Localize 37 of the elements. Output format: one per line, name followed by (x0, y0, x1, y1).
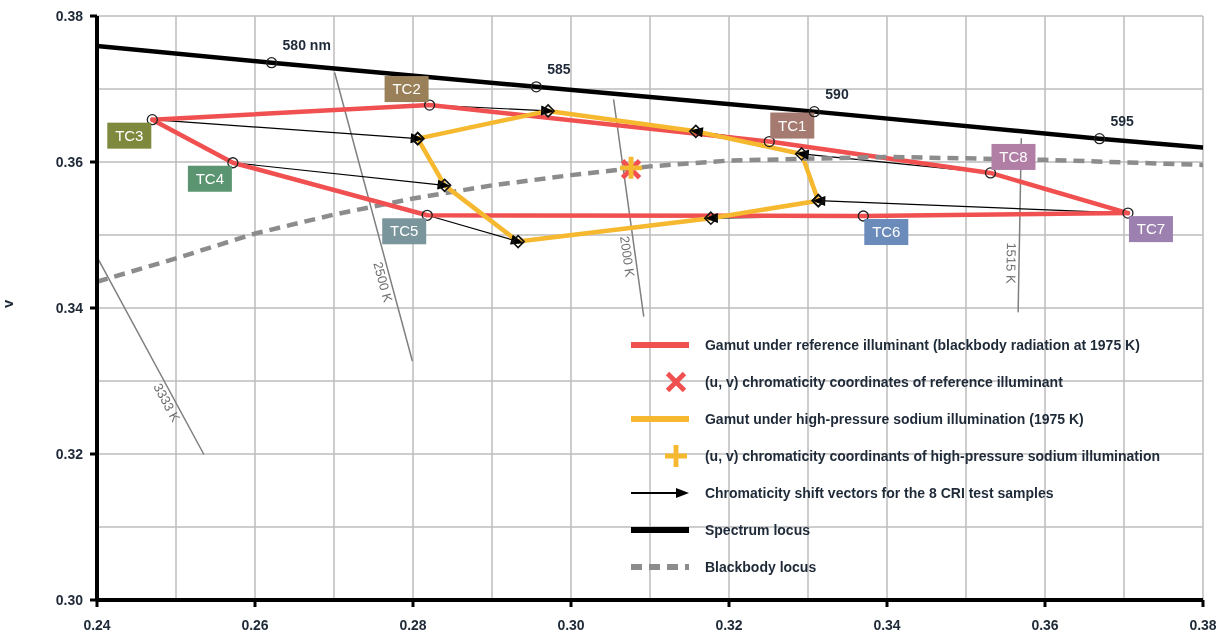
y-tick-label: 0.38 (55, 8, 84, 24)
x-tick-label: 0.24 (83, 617, 111, 633)
y-tick-label: 0.34 (55, 300, 84, 316)
annotation: 585 (547, 60, 571, 77)
y-tick-label: 0.32 (55, 446, 84, 462)
data-label: TC5 (390, 222, 419, 240)
text: 3333 K (150, 380, 184, 425)
legend-label: Chromaticity shift vectors for the 8 CRI test samples (704, 484, 1054, 501)
y-axis-title: v (0, 299, 17, 308)
x-tick-label: 0.32 (715, 617, 743, 633)
data-label: TC6 (872, 223, 901, 241)
text: 2000 K (617, 235, 638, 279)
y-tick-label: 0.36 (55, 154, 84, 170)
legend-label: Gamut under reference illuminant (blackbody radiation at 1975 K) (704, 336, 1140, 353)
data-label: TC1 (778, 116, 807, 134)
x-tick-label: 0.26 (241, 617, 269, 633)
data-label: TC8 (999, 147, 1028, 165)
annotation: 590 (825, 85, 849, 102)
data-label: TC3 (115, 126, 144, 144)
legend-label: (u, v) chromaticity coordinants of high-pressure sodium illumination (704, 447, 1160, 464)
y-tick-label: 0.30 (55, 592, 84, 608)
data-label: TC2 (392, 80, 421, 98)
text: 2500 K (370, 260, 396, 305)
legend-label: (u, v) chromaticity coordinates of reference illuminant (704, 373, 1063, 390)
x-tick-label: 0.30 (557, 617, 585, 633)
x-tick-label: 0.34 (873, 617, 901, 633)
annotation: 595 (1110, 112, 1135, 129)
x-tick-label: 0.28 (399, 617, 427, 633)
x-tick-label: 0.38 (1189, 617, 1217, 633)
legend-label: Gamut under high-pressure sodium illumination (1975 K) (704, 410, 1084, 427)
annotation: 580 nm (282, 36, 331, 53)
x-tick-label: 0.36 (1031, 617, 1059, 633)
legend-label: Spectrum locus (704, 521, 810, 538)
data-label: TC4 (195, 169, 225, 187)
data-label: TC7 (1136, 220, 1166, 238)
legend-label: Blackbody locus (704, 558, 817, 575)
text: 1515 K (1003, 242, 1019, 285)
